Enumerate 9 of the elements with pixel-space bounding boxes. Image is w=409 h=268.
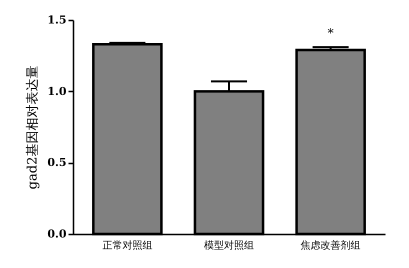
y-tick-label: 1.0 [47, 84, 67, 98]
x-tick-label: 正常对照组 [102, 240, 152, 252]
annotation: * [328, 26, 334, 40]
x-tick-label: 模型对照组 [204, 240, 254, 252]
y-tick-label: 1.5 [47, 14, 66, 26]
x-tick-label: 焦虑改善剂组 [300, 240, 361, 252]
y-axis-title: gad2基因相对表达量 [25, 66, 40, 190]
y-tick-label: 0.0 [47, 228, 67, 240]
y-tick-label: 0.5 [47, 156, 66, 170]
